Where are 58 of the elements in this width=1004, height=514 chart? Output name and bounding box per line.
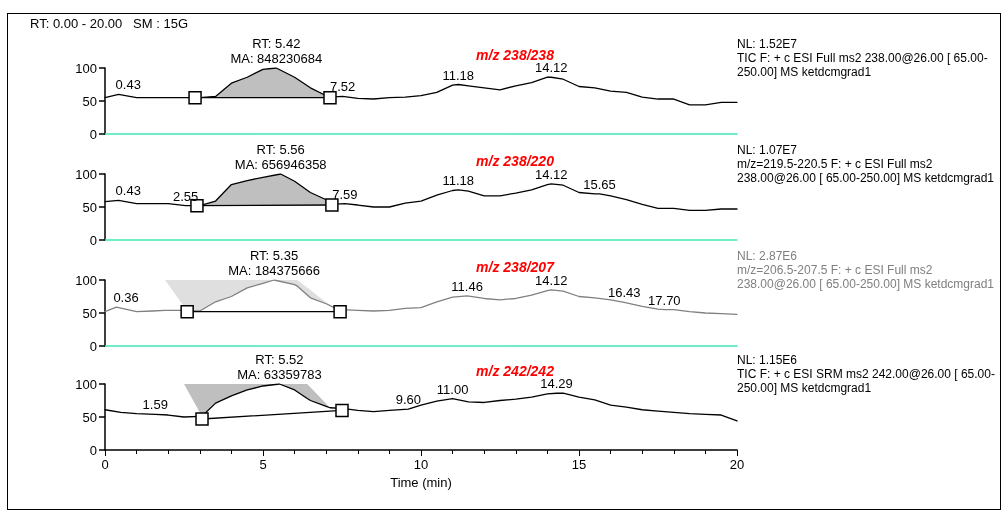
annotation: 14.12 (534, 166, 568, 182)
annotation: 11.46 (451, 278, 483, 294)
x-tick-label: 0 (101, 457, 109, 472)
text: NL: 1.15E6 (737, 353, 799, 367)
chart-title: m/z 238/220 (476, 153, 555, 169)
y-tick-label: 0 (89, 232, 97, 248)
annotation: 7.52 (329, 79, 356, 95)
annotation: 15.65 (583, 176, 616, 192)
annotation: 16.43 (607, 285, 641, 301)
y-tick-label: 100 (75, 60, 97, 76)
chart-title: m/z 242/242 (476, 363, 555, 379)
y-tick-label: 50 (82, 199, 97, 215)
x-tick-label: 15 (571, 457, 587, 472)
y-tick-label: 50 (82, 409, 97, 425)
chart-title: m/z 238/238 (476, 47, 555, 63)
y-tick-label: 50 (82, 93, 97, 109)
annotation: m/z=206.5-207.5 F: + c ESI Full ms2 238.00@26.00 [ 65.00-250.00] MS ketdcmgrad1 (737, 263, 995, 291)
chart-subtitle: RT: 0.00 - 20.00 SM : 15G (30, 16, 189, 31)
annotation: 14.12 (534, 60, 568, 76)
annotation: 17.70 (648, 292, 681, 308)
y-tick-label: 0 (89, 442, 97, 458)
annotation: 9.60 (395, 392, 422, 408)
annotation: 0.43 (115, 77, 141, 93)
x-tick-label: 5 (259, 457, 267, 472)
annotation: MA: 848230684 (230, 51, 323, 66)
annotation: 14.29 (540, 376, 573, 392)
annotation: TIC F: + c ESI SRM ms2 242.00@26.00 [ 65.00-250.00] MS ketdcmgrad1 (737, 367, 996, 395)
chart-title: m/z 238/207 (476, 259, 556, 275)
y-tick-label: 100 (75, 376, 97, 392)
annotation: 1.59 (142, 397, 168, 413)
text: NL: 1.07E7 (737, 143, 799, 157)
y-tick-label: 0 (89, 126, 97, 142)
annotation: MA: 656946358 (234, 157, 327, 172)
annotation: 11.18 (442, 67, 475, 83)
annotation: 11.00 (436, 381, 469, 397)
annotation: RT: 5.52 (255, 352, 304, 367)
annotation: 7.59 (332, 186, 358, 202)
y-tick-label: 100 (75, 272, 97, 288)
annotation: m/z=219.5-220.5 F: + c ESI Full ms2 238.00@26.00 [ 65.00-250.00] MS ketdcmgrad1 (737, 157, 995, 185)
annotation: RT: 5.35 (249, 248, 299, 263)
annotation: 14.12 (534, 272, 568, 288)
x-tick-label: 20 (729, 457, 745, 472)
x-axis-title: Time (min) (390, 475, 452, 490)
annotation: MA: 184375666 (228, 263, 320, 278)
text: NL: 1.52E7 (737, 37, 799, 51)
annotation: 0.43 (115, 183, 141, 199)
annotation: 2.55 (172, 188, 199, 204)
annotation: 11.18 (442, 172, 475, 188)
y-tick-label: 50 (82, 305, 97, 321)
text: NL: 2.87E6 (737, 249, 799, 263)
annotation: 0.36 (113, 290, 139, 306)
x-tick-label: 10 (413, 457, 429, 472)
annotation: RT: 5.42 (252, 36, 301, 51)
y-tick-label: 0 (89, 338, 97, 354)
y-tick-label: 100 (75, 166, 97, 182)
annotation: RT: 5.56 (256, 142, 305, 157)
annotation: MA: 63359783 (237, 367, 322, 382)
annotation: TIC F: + c ESI Full ms2 238.00@26.00 [ 65.00-250.00] MS ketdcmgrad1 (737, 51, 989, 79)
